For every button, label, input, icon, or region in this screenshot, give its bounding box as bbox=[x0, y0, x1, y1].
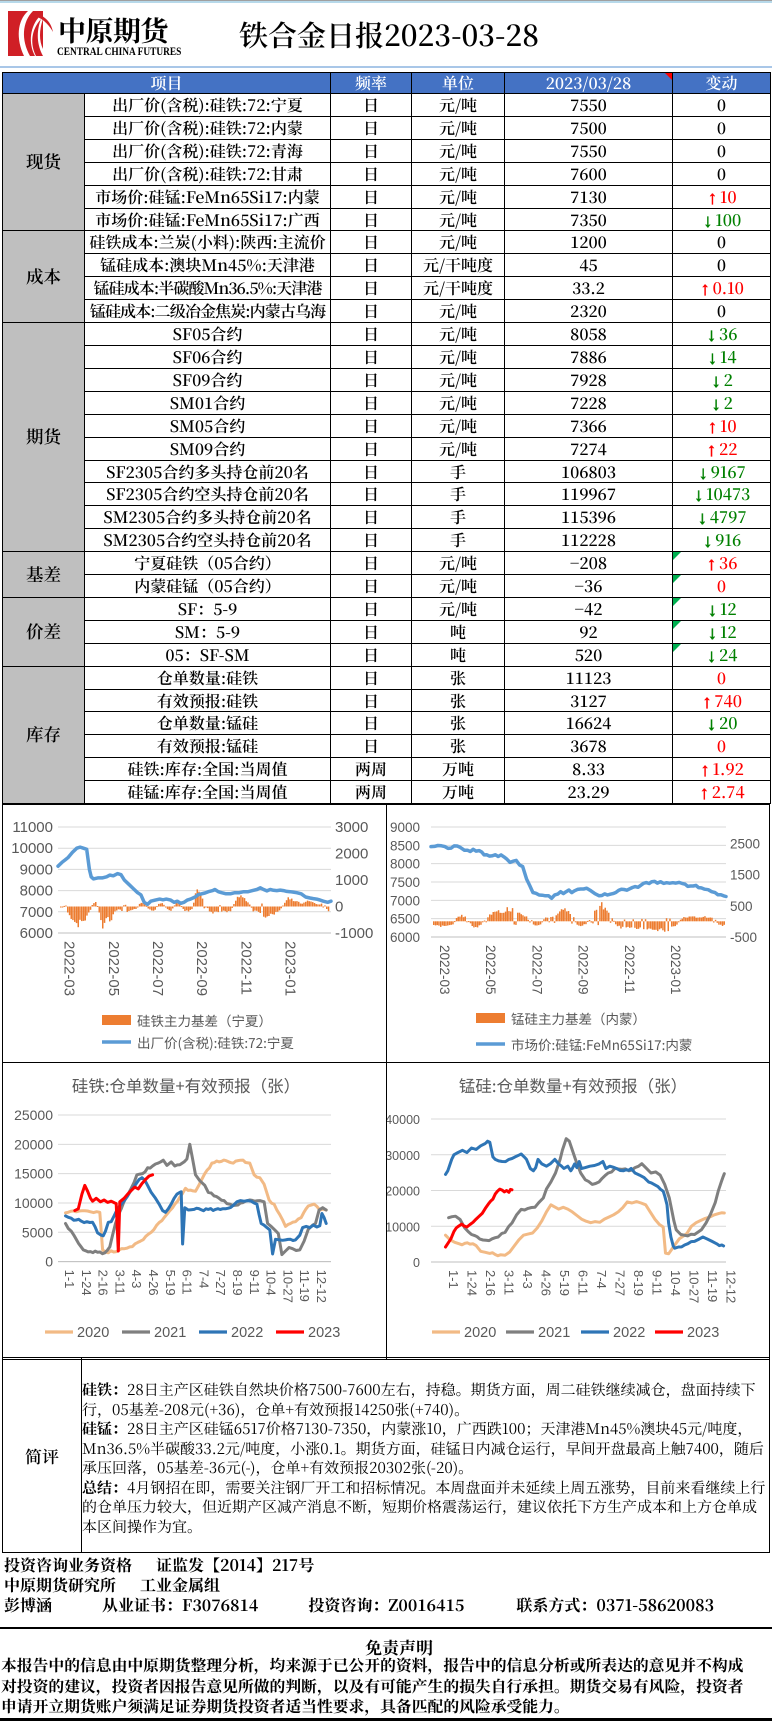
svg-text:2-16: 2-16 bbox=[483, 1270, 498, 1296]
svg-text:2022-09: 2022-09 bbox=[576, 945, 591, 995]
svg-text:7-27: 7-27 bbox=[613, 1270, 628, 1296]
svg-text:8500: 8500 bbox=[390, 838, 420, 853]
svg-text:15000: 15000 bbox=[14, 1166, 53, 1182]
svg-text:8-19: 8-19 bbox=[631, 1270, 646, 1296]
svg-text:4-26: 4-26 bbox=[539, 1270, 554, 1296]
svg-text:2022-03: 2022-03 bbox=[437, 945, 452, 995]
svg-text:3-11: 3-11 bbox=[112, 1270, 127, 1295]
svg-text:2022-07: 2022-07 bbox=[149, 941, 166, 996]
svg-text:5-19: 5-19 bbox=[557, 1270, 572, 1296]
svg-text:2021: 2021 bbox=[538, 1325, 570, 1341]
svg-text:12-12: 12-12 bbox=[314, 1270, 329, 1303]
svg-text:20000: 20000 bbox=[387, 1185, 420, 1199]
svg-text:1-24: 1-24 bbox=[465, 1270, 480, 1296]
svg-text:8-19: 8-19 bbox=[230, 1270, 245, 1296]
svg-text:1-1: 1-1 bbox=[446, 1270, 461, 1289]
svg-text:2023: 2023 bbox=[687, 1325, 719, 1341]
svg-text:9000: 9000 bbox=[20, 861, 53, 878]
svg-text:-1000: -1000 bbox=[335, 925, 373, 942]
svg-text:3000: 3000 bbox=[335, 819, 368, 836]
svg-text:2022-11: 2022-11 bbox=[622, 945, 637, 994]
svg-text:6500: 6500 bbox=[390, 912, 420, 927]
svg-text:2022-07: 2022-07 bbox=[529, 945, 544, 995]
svg-text:3-11: 3-11 bbox=[502, 1270, 517, 1295]
svg-text:1500: 1500 bbox=[730, 868, 760, 883]
svg-text:4-3: 4-3 bbox=[129, 1270, 144, 1289]
svg-text:2020: 2020 bbox=[77, 1325, 109, 1341]
svg-text:10000: 10000 bbox=[11, 840, 53, 857]
svg-text:2022-03: 2022-03 bbox=[61, 941, 78, 996]
svg-text:8000: 8000 bbox=[390, 857, 420, 872]
svg-text:2022: 2022 bbox=[231, 1325, 263, 1341]
svg-text:10-4: 10-4 bbox=[668, 1270, 683, 1296]
svg-text:2-16: 2-16 bbox=[96, 1270, 111, 1296]
svg-text:6-11: 6-11 bbox=[180, 1270, 195, 1295]
svg-text:7500: 7500 bbox=[390, 875, 420, 890]
svg-text:0: 0 bbox=[413, 1256, 420, 1270]
svg-text:1000: 1000 bbox=[335, 872, 368, 889]
svg-text:40000: 40000 bbox=[387, 1113, 420, 1127]
svg-text:2000: 2000 bbox=[335, 846, 368, 863]
svg-text:11000: 11000 bbox=[12, 819, 53, 836]
svg-text:9-11: 9-11 bbox=[650, 1270, 665, 1295]
svg-text:10-27: 10-27 bbox=[280, 1270, 295, 1303]
svg-text:0: 0 bbox=[45, 1254, 53, 1270]
svg-text:1-1: 1-1 bbox=[62, 1270, 77, 1289]
svg-text:7-4: 7-4 bbox=[196, 1270, 211, 1289]
svg-text:10-27: 10-27 bbox=[687, 1270, 702, 1303]
svg-text:8000: 8000 bbox=[20, 883, 53, 900]
svg-text:2023-01: 2023-01 bbox=[282, 941, 299, 996]
svg-text:6000: 6000 bbox=[390, 930, 420, 945]
svg-text:2500: 2500 bbox=[730, 837, 760, 852]
svg-text:2022: 2022 bbox=[613, 1325, 645, 1341]
svg-text:2023: 2023 bbox=[308, 1325, 340, 1341]
svg-text:11-19: 11-19 bbox=[297, 1270, 312, 1302]
svg-text:7000: 7000 bbox=[390, 893, 420, 908]
svg-text:7-4: 7-4 bbox=[594, 1270, 609, 1289]
svg-text:4-26: 4-26 bbox=[146, 1270, 161, 1296]
svg-text:5000: 5000 bbox=[22, 1224, 53, 1240]
svg-text:6-11: 6-11 bbox=[576, 1270, 591, 1295]
svg-text:10-4: 10-4 bbox=[264, 1270, 279, 1296]
svg-text:25000: 25000 bbox=[14, 1107, 53, 1123]
svg-text:10000: 10000 bbox=[387, 1220, 420, 1234]
svg-text:5-19: 5-19 bbox=[163, 1270, 178, 1296]
svg-text:11-19: 11-19 bbox=[705, 1270, 720, 1302]
svg-text:2023-01: 2023-01 bbox=[668, 945, 683, 995]
svg-text:0: 0 bbox=[335, 899, 343, 916]
svg-text:2021: 2021 bbox=[154, 1325, 186, 1341]
svg-text:12-12: 12-12 bbox=[724, 1270, 739, 1303]
svg-text:2022-05: 2022-05 bbox=[105, 941, 122, 996]
svg-text:9-11: 9-11 bbox=[247, 1270, 262, 1295]
svg-text:30000: 30000 bbox=[387, 1149, 420, 1163]
svg-text:-500: -500 bbox=[730, 930, 757, 945]
svg-text:7-27: 7-27 bbox=[213, 1270, 228, 1296]
svg-text:2022-11: 2022-11 bbox=[237, 941, 254, 995]
svg-text:6000: 6000 bbox=[20, 925, 53, 942]
svg-text:10000: 10000 bbox=[14, 1195, 53, 1211]
svg-text:4-3: 4-3 bbox=[520, 1270, 535, 1289]
svg-text:500: 500 bbox=[730, 899, 753, 914]
svg-text:1-24: 1-24 bbox=[79, 1270, 94, 1296]
svg-text:9000: 9000 bbox=[390, 820, 420, 835]
svg-text:20000: 20000 bbox=[14, 1136, 53, 1152]
svg-text:7000: 7000 bbox=[20, 904, 53, 921]
svg-text:2022-09: 2022-09 bbox=[193, 941, 210, 996]
svg-text:2020: 2020 bbox=[464, 1325, 496, 1341]
svg-text:2022-05: 2022-05 bbox=[483, 945, 498, 995]
